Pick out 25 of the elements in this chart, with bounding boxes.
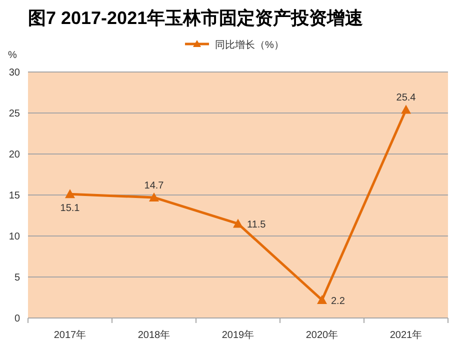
y-axis-title: % <box>8 50 17 61</box>
title: 图7 2017-2021年玉林市固定资产投资增速 <box>28 8 364 28</box>
point <box>401 104 411 114</box>
y-tick-label: 5 <box>14 272 20 284</box>
x-tick-label: 2019年 <box>222 329 254 341</box>
y-tick-label: 0 <box>14 314 20 324</box>
point <box>65 189 75 198</box>
y-tick-label: 25 <box>8 108 20 120</box>
data-label: 14.7 <box>144 180 164 192</box>
data-label: 11.5 <box>247 220 266 231</box>
y-tick-label: 15 <box>8 190 20 202</box>
data-label: 25.4 <box>396 92 416 104</box>
x-tick-label: 2018年 <box>138 329 170 341</box>
x-tick-label: 2017年 <box>54 329 86 341</box>
y-tick-label: 20 <box>8 150 20 160</box>
point <box>149 192 159 202</box>
point <box>317 294 327 304</box>
data-label: 15.1 <box>60 203 80 214</box>
data-label: 2.2 <box>331 296 346 307</box>
y-tick-label: 30 <box>8 68 20 78</box>
point <box>233 218 243 228</box>
x-tick-label: 2021年 <box>390 329 422 341</box>
x-tick-label: 2020年 <box>306 329 338 341</box>
y-tick-label: 10 <box>8 232 20 242</box>
legend-label: 同比增长（%） <box>215 39 284 51</box>
